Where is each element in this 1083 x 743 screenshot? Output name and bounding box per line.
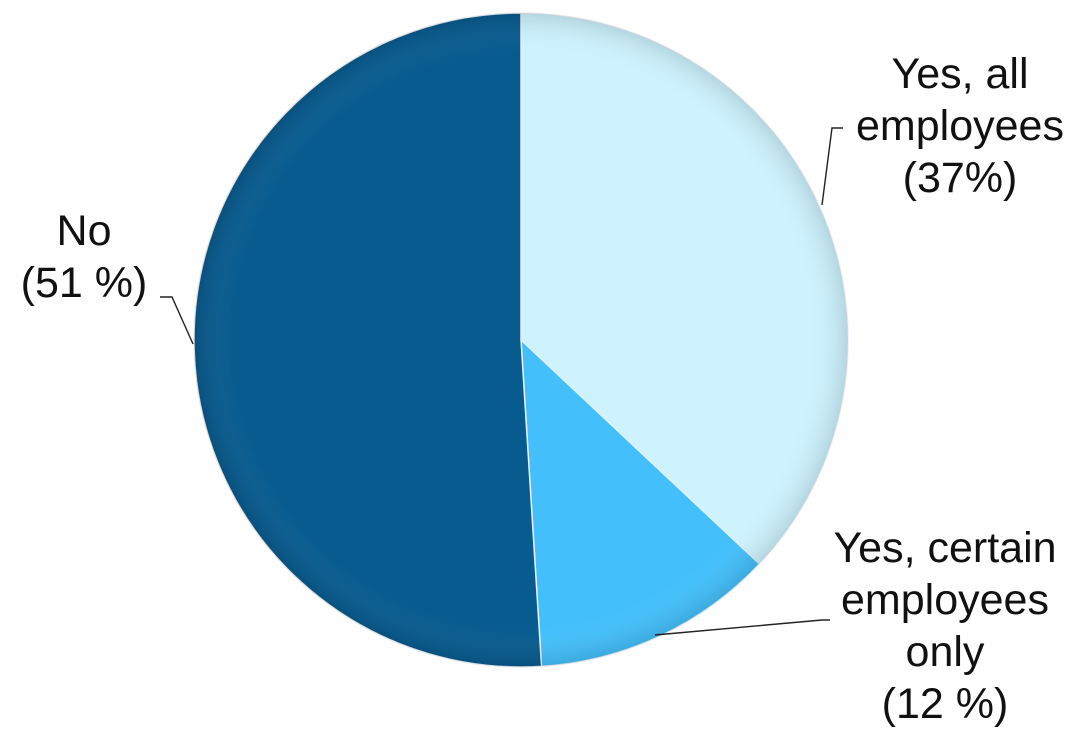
slice-labels: Yes, all employees (37%)Yes, certain employ… <box>21 50 1064 728</box>
slice-label-line: only <box>906 628 985 676</box>
slice-label-3: No (51 %) <box>21 207 148 307</box>
slice-label-line: employees <box>856 102 1064 150</box>
slice-label-line: (12 %) <box>882 680 1009 728</box>
leader-line-1 <box>821 127 843 206</box>
leader-line-2 <box>654 619 830 636</box>
slice-label-line: No <box>57 207 112 255</box>
leader-lines <box>160 127 843 636</box>
pie-slices <box>193 12 849 668</box>
slice-label-line: Yes, certain <box>833 524 1056 572</box>
slice-label-line: (51 %) <box>21 259 148 307</box>
slice-label-1: Yes, all employees (37%) <box>856 50 1064 202</box>
leader-line-3 <box>160 296 194 345</box>
slice-label-line: (37%) <box>903 154 1018 202</box>
pie-slice-3 <box>193 12 543 668</box>
slice-label-2: Yes, certain employees only (12 %) <box>833 524 1056 728</box>
slice-label-line: Yes, all <box>891 50 1028 98</box>
slice-label-line: employees <box>841 576 1049 624</box>
